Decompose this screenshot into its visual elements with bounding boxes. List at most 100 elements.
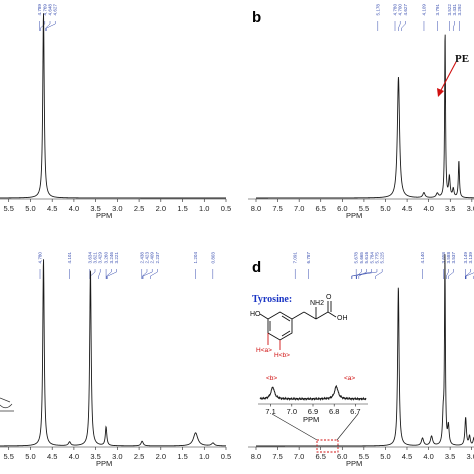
peak-shift-label: 3.292 bbox=[457, 4, 462, 16]
peo-arrowhead bbox=[437, 88, 444, 97]
peak-shift-label: 5.616 bbox=[364, 252, 369, 264]
peak-shift-label: 3.260 bbox=[104, 252, 109, 264]
h-b-label: H<b> bbox=[274, 352, 290, 359]
spectrum-line-d bbox=[256, 254, 474, 447]
peak-shift-label: 2.423 bbox=[144, 252, 149, 264]
peak-shift-label: 4.780 bbox=[393, 4, 398, 16]
peak-shift-label: 5.225 bbox=[380, 252, 385, 264]
x-tick-label: 8.0 bbox=[251, 452, 261, 461]
peak-shift-label: 3.246 bbox=[109, 252, 114, 264]
inset-x-label: PPM bbox=[303, 415, 319, 424]
peak-shift-label: 3.634 bbox=[87, 252, 92, 264]
x-tick-label: 3.0 bbox=[466, 452, 474, 461]
inset-label-b: <b> bbox=[266, 375, 277, 382]
peak-shift-label: 3.221 bbox=[114, 252, 119, 264]
x-tick-label: 1.0 bbox=[199, 452, 209, 461]
peak-leader-line bbox=[351, 269, 373, 279]
panel-d: d 8.0 7.5 7.0 6.5 6.0 5.5 5.0 4.5 4.0 3.5 3.0 7.09… bbox=[248, 252, 474, 468]
inset-connector-left bbox=[271, 413, 318, 441]
x-tick-label: 6.0 bbox=[337, 204, 347, 213]
inset-spectrum-line bbox=[259, 384, 367, 402]
spectrum-line-b bbox=[256, 34, 474, 199]
peak-shift-label: 7.091 bbox=[293, 252, 298, 264]
x-tick-label: 7.0 bbox=[294, 452, 304, 461]
nh2-group: NH2 bbox=[310, 300, 324, 307]
peak-shift-label: 3.149 bbox=[463, 252, 468, 264]
panel-d-label: d bbox=[252, 259, 261, 276]
x-tick-label: 5.5 bbox=[4, 204, 14, 213]
peak-shift-label: 5.678 bbox=[354, 252, 359, 264]
peak-shift-label: 5.178 bbox=[375, 4, 380, 16]
h-a-label: H<a> bbox=[256, 347, 272, 354]
x-tick-label: 3.5 bbox=[445, 452, 455, 461]
peak-leader-line bbox=[40, 21, 46, 31]
x-axis-label-b: PPM bbox=[346, 211, 362, 220]
peak-shift-label: 4.648 bbox=[48, 4, 53, 16]
peak-shift-label: 4.627 bbox=[403, 4, 408, 16]
x-tick-label: 2.0 bbox=[156, 204, 166, 213]
x-tick-label: 3.5 bbox=[445, 204, 455, 213]
compound-name: Tyrosine: bbox=[252, 294, 292, 305]
x-tick-label: 8.0 bbox=[251, 204, 261, 213]
x-tick-label: 2.5 bbox=[134, 452, 144, 461]
inset-connector-right bbox=[336, 413, 359, 441]
x-tick-label: 3.0 bbox=[112, 452, 122, 461]
x-tick-label: 7.0 bbox=[294, 204, 304, 213]
x-tick-label: 4.5 bbox=[47, 204, 57, 213]
peak-leader-line bbox=[356, 269, 362, 279]
peo-annotation: PE bbox=[455, 53, 469, 65]
inset-tick-label: 6.8 bbox=[329, 407, 339, 416]
tyrosine-structure bbox=[259, 301, 337, 350]
x-tick-label: 4.5 bbox=[402, 452, 412, 461]
peak-shift-label: 2.409 bbox=[150, 252, 155, 264]
spectrum-line-c bbox=[0, 259, 226, 447]
x-tick-label: 6.0 bbox=[337, 452, 347, 461]
peak-shift-label: 4.109 bbox=[421, 4, 426, 16]
x-tick-label: 5.5 bbox=[4, 452, 14, 461]
peak-shift-label: 2.237 bbox=[155, 252, 160, 264]
spectrum-line-a bbox=[0, 13, 226, 199]
peak-shift-label: 6.787 bbox=[306, 252, 311, 264]
x-tick-label: 4.0 bbox=[69, 452, 79, 461]
x-tick-label: 1.0 bbox=[199, 204, 209, 213]
x-tick-label: 4.5 bbox=[402, 204, 412, 213]
peak-leader-line bbox=[465, 269, 471, 279]
inset-tick-label: 6.7 bbox=[350, 407, 360, 416]
peak-leader-line bbox=[142, 269, 153, 279]
peak-leader-line bbox=[375, 269, 383, 279]
peak-leader-line bbox=[448, 269, 454, 279]
ho-group: HO bbox=[250, 311, 261, 318]
x-axis-label-d: PPM bbox=[346, 459, 362, 468]
x-tick-label: 7.5 bbox=[272, 452, 282, 461]
peak-shift-label: 0.803 bbox=[210, 252, 215, 264]
x-axis-label-c: PPM bbox=[96, 459, 112, 468]
peak-leader-line bbox=[446, 269, 449, 279]
peak-leader-line bbox=[107, 269, 117, 279]
zoom-region-box bbox=[316, 439, 339, 453]
peak-leader-line bbox=[150, 269, 158, 279]
inset-tick-label: 7.0 bbox=[287, 407, 297, 416]
x-tick-label: 5.0 bbox=[380, 204, 390, 213]
x-tick-label: 5.0 bbox=[25, 204, 35, 213]
x-tick-label: 5.5 bbox=[359, 452, 369, 461]
x-tick-label: 4.5 bbox=[47, 452, 57, 461]
x-tick-label: 3.5 bbox=[90, 204, 100, 213]
x-tick-label: 4.0 bbox=[423, 204, 433, 213]
x-tick-label: 0.5 bbox=[221, 452, 231, 461]
x-tick-label: 4.0 bbox=[423, 452, 433, 461]
peak-leader-line bbox=[45, 21, 51, 31]
peak-leader-line bbox=[90, 269, 96, 279]
peak-shift-label: 3.621 bbox=[93, 252, 98, 264]
peak-leader-line bbox=[401, 21, 406, 31]
peak-leader-line bbox=[398, 21, 401, 31]
x-tick-label: 7.5 bbox=[272, 204, 282, 213]
peak-shift-label: 4.700 bbox=[398, 4, 403, 16]
peak-shift-label: 4.627 bbox=[53, 4, 58, 16]
panel-b: b 8.0 7.5 7.0 6.5 6.0 5.5 5.0 4.5 4.0 3.5 3.0 5.17… bbox=[248, 4, 474, 220]
panel-c: 05.55.04.54.03.53.02.52.01.51.00.5 4.780… bbox=[0, 252, 231, 468]
x-tick-label: 3.0 bbox=[467, 204, 474, 213]
peak-shift-label: 3.658 bbox=[441, 252, 446, 264]
x-tick-label: 3.0 bbox=[112, 204, 122, 213]
peak-shift-label: 2.438 bbox=[139, 252, 144, 264]
